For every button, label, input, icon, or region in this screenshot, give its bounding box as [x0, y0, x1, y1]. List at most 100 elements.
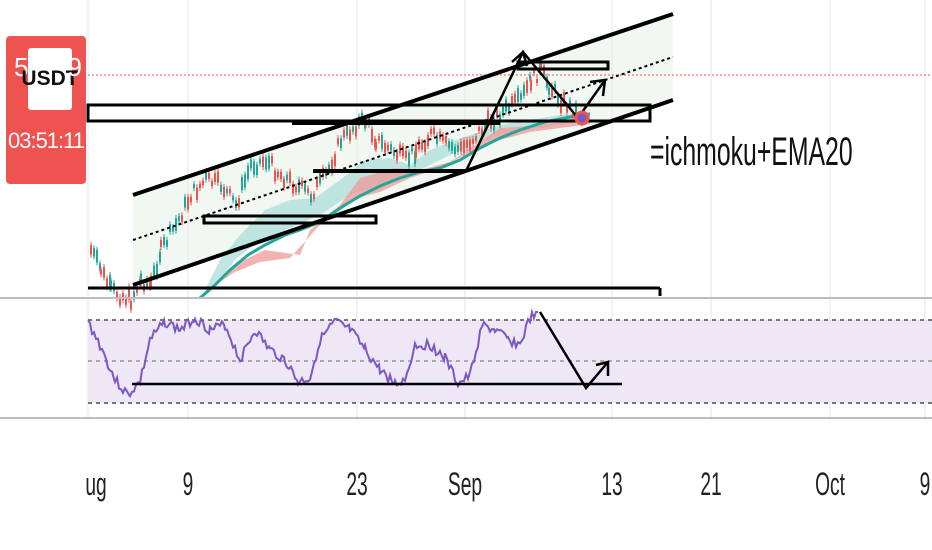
- candle-body: [202, 180, 204, 186]
- candle-body: [184, 196, 186, 208]
- ema20-line: [199, 112, 591, 300]
- candle-body: [340, 138, 342, 149]
- candle-body: [421, 141, 423, 150]
- candle-body: [130, 301, 132, 310]
- candle-body: [160, 239, 162, 247]
- x-tick-label: 21: [700, 466, 722, 502]
- candle-body: [241, 177, 243, 191]
- candle-body: [175, 218, 177, 231]
- candle-body: [381, 134, 383, 149]
- candle-body: [540, 61, 542, 68]
- rsi-line: [87, 308, 538, 399]
- candle-body: [304, 183, 306, 192]
- candle-body: [136, 287, 138, 293]
- candle-body: [122, 293, 124, 301]
- candle-body: [96, 249, 98, 263]
- candle-body: [523, 84, 525, 96]
- x-tick-label: 23: [346, 466, 368, 502]
- candle-body: [566, 105, 568, 113]
- candle-body: [328, 164, 330, 172]
- candle-body: [208, 173, 210, 179]
- candle-body: [187, 196, 189, 210]
- candle-body: [319, 172, 321, 184]
- candle-body: [393, 149, 395, 157]
- x-tick-label: 9: [919, 466, 931, 502]
- candle-body: [484, 121, 486, 131]
- target-marker: [574, 110, 590, 126]
- candle-body: [166, 239, 168, 247]
- badge-right-digit: 9: [67, 52, 82, 82]
- candle-body: [408, 152, 410, 167]
- candle-body: [457, 145, 459, 152]
- badge-symbol: USDT: [21, 48, 79, 110]
- candle-body: [150, 275, 152, 288]
- candle-body: [196, 187, 198, 200]
- candle-body: [153, 265, 155, 278]
- x-tick-label: 13: [601, 466, 623, 502]
- candle-body: [211, 181, 213, 187]
- x-tick-label: 9: [182, 466, 194, 502]
- rsi-projection: [538, 311, 610, 391]
- candle-body: [554, 83, 556, 91]
- channel-midline: [132, 56, 674, 241]
- candle-body: [560, 100, 562, 114]
- candle-body: [217, 171, 219, 183]
- candle-body: [424, 142, 426, 153]
- candle-body: [448, 141, 450, 149]
- candle-body: [232, 196, 234, 201]
- candle-body: [280, 171, 282, 179]
- candle-body: [229, 188, 231, 194]
- candle-body: [93, 248, 95, 257]
- candle-body: [250, 159, 252, 169]
- candle-body: [199, 183, 201, 189]
- candle-body: [247, 165, 249, 180]
- candle-body: [119, 297, 121, 306]
- candle-body: [90, 245, 92, 255]
- candle-body: [271, 155, 273, 164]
- candle-body: [530, 79, 532, 91]
- candle-body: [346, 122, 348, 136]
- candle-body: [140, 273, 142, 285]
- candle-body: [352, 126, 354, 132]
- candle-body: [298, 179, 300, 193]
- candle-body: [172, 226, 174, 232]
- ichimoku-cloud-bull: [200, 112, 590, 300]
- bar-countdown: 03:51:11: [7, 128, 85, 153]
- candle-body: [133, 291, 135, 300]
- candle-body: [238, 198, 240, 208]
- candle-body: [214, 173, 216, 182]
- horizontal-levels: [86, 60, 662, 296]
- candle-body: [156, 263, 158, 278]
- x-tick-label: Oct: [815, 466, 845, 502]
- candle-body: [190, 196, 192, 203]
- candle-body: [223, 186, 225, 198]
- candle-body: [442, 135, 444, 141]
- candle-body: [469, 139, 471, 151]
- candle-body: [159, 251, 161, 263]
- candle-body: [100, 269, 102, 275]
- candle-body: [387, 144, 389, 151]
- candle-body: [551, 85, 553, 97]
- candle-body: [478, 126, 480, 131]
- candle-body: [256, 164, 258, 176]
- candle-body: [343, 130, 345, 138]
- candle-body: [572, 113, 574, 118]
- candle-body: [259, 158, 261, 164]
- candle-body: [414, 151, 416, 165]
- candle-body: [436, 134, 438, 145]
- candle-body: [265, 157, 267, 170]
- candle-body: [496, 108, 498, 116]
- candle-body: [463, 140, 465, 153]
- candle-body: [289, 171, 291, 183]
- candle-body: [99, 263, 101, 271]
- candle-body: [487, 110, 489, 123]
- candle-body: [283, 178, 285, 189]
- candle-body: [475, 136, 477, 141]
- chart-annotation: =ichmoku+EMA20: [650, 130, 853, 174]
- candle-body: [262, 156, 264, 168]
- vertical-gridlines: [87, 0, 926, 420]
- candle-body: [390, 144, 392, 151]
- candle-body: [375, 141, 377, 150]
- rsi-band: [88, 320, 932, 403]
- candle-body: [313, 194, 315, 200]
